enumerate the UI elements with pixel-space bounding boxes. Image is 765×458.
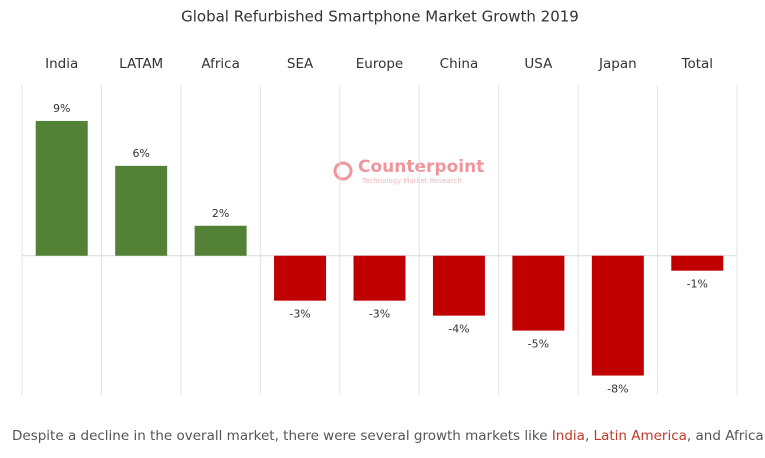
- chart-title: Global Refurbished Smartphone Market Gro…: [181, 8, 579, 26]
- watermark: Counterpoint Technology Market Research: [333, 157, 484, 185]
- data-label: 2%: [212, 207, 229, 220]
- data-label: -8%: [607, 383, 628, 396]
- category-label: LATAM: [119, 56, 163, 72]
- category-label: USA: [524, 56, 553, 72]
- caption-text: Despite a decline in the overall market,…: [12, 428, 552, 444]
- bar: [671, 255, 724, 271]
- caption-link[interactable]: Latin America: [593, 428, 687, 444]
- watermark-name: Counterpoint: [358, 157, 484, 177]
- bar: [512, 255, 565, 331]
- category-label: China: [440, 56, 479, 72]
- bar: [194, 225, 247, 256]
- bar: [274, 255, 327, 301]
- category-label: Japan: [598, 56, 637, 72]
- bar: [115, 165, 168, 256]
- caption-text: , and Africa.: [686, 428, 765, 444]
- caption: Despite a decline in the overall market,…: [12, 428, 765, 444]
- caption-link[interactable]: India: [551, 428, 585, 444]
- data-label: -1%: [687, 278, 708, 291]
- caption-text: ,: [584, 428, 594, 444]
- category-label: Africa: [201, 56, 240, 72]
- data-label: -4%: [448, 323, 469, 336]
- bar: [432, 255, 485, 316]
- data-label: 9%: [53, 102, 70, 115]
- bar: [591, 255, 644, 376]
- chart: Global Refurbished Smartphone Market Gro…: [21, 8, 738, 396]
- data-label: -5%: [528, 338, 549, 351]
- watermark-logo: [333, 161, 353, 181]
- watermark-tagline: Technology Market Research: [361, 177, 462, 185]
- category-label: Total: [681, 56, 714, 72]
- bar: [353, 255, 406, 301]
- category-label: India: [45, 56, 78, 72]
- data-label: 6%: [132, 147, 149, 160]
- data-label: -3%: [369, 308, 390, 321]
- category-label: Europe: [356, 56, 403, 72]
- bar: [35, 120, 88, 256]
- data-label: -3%: [289, 308, 310, 321]
- category-label: SEA: [287, 56, 314, 72]
